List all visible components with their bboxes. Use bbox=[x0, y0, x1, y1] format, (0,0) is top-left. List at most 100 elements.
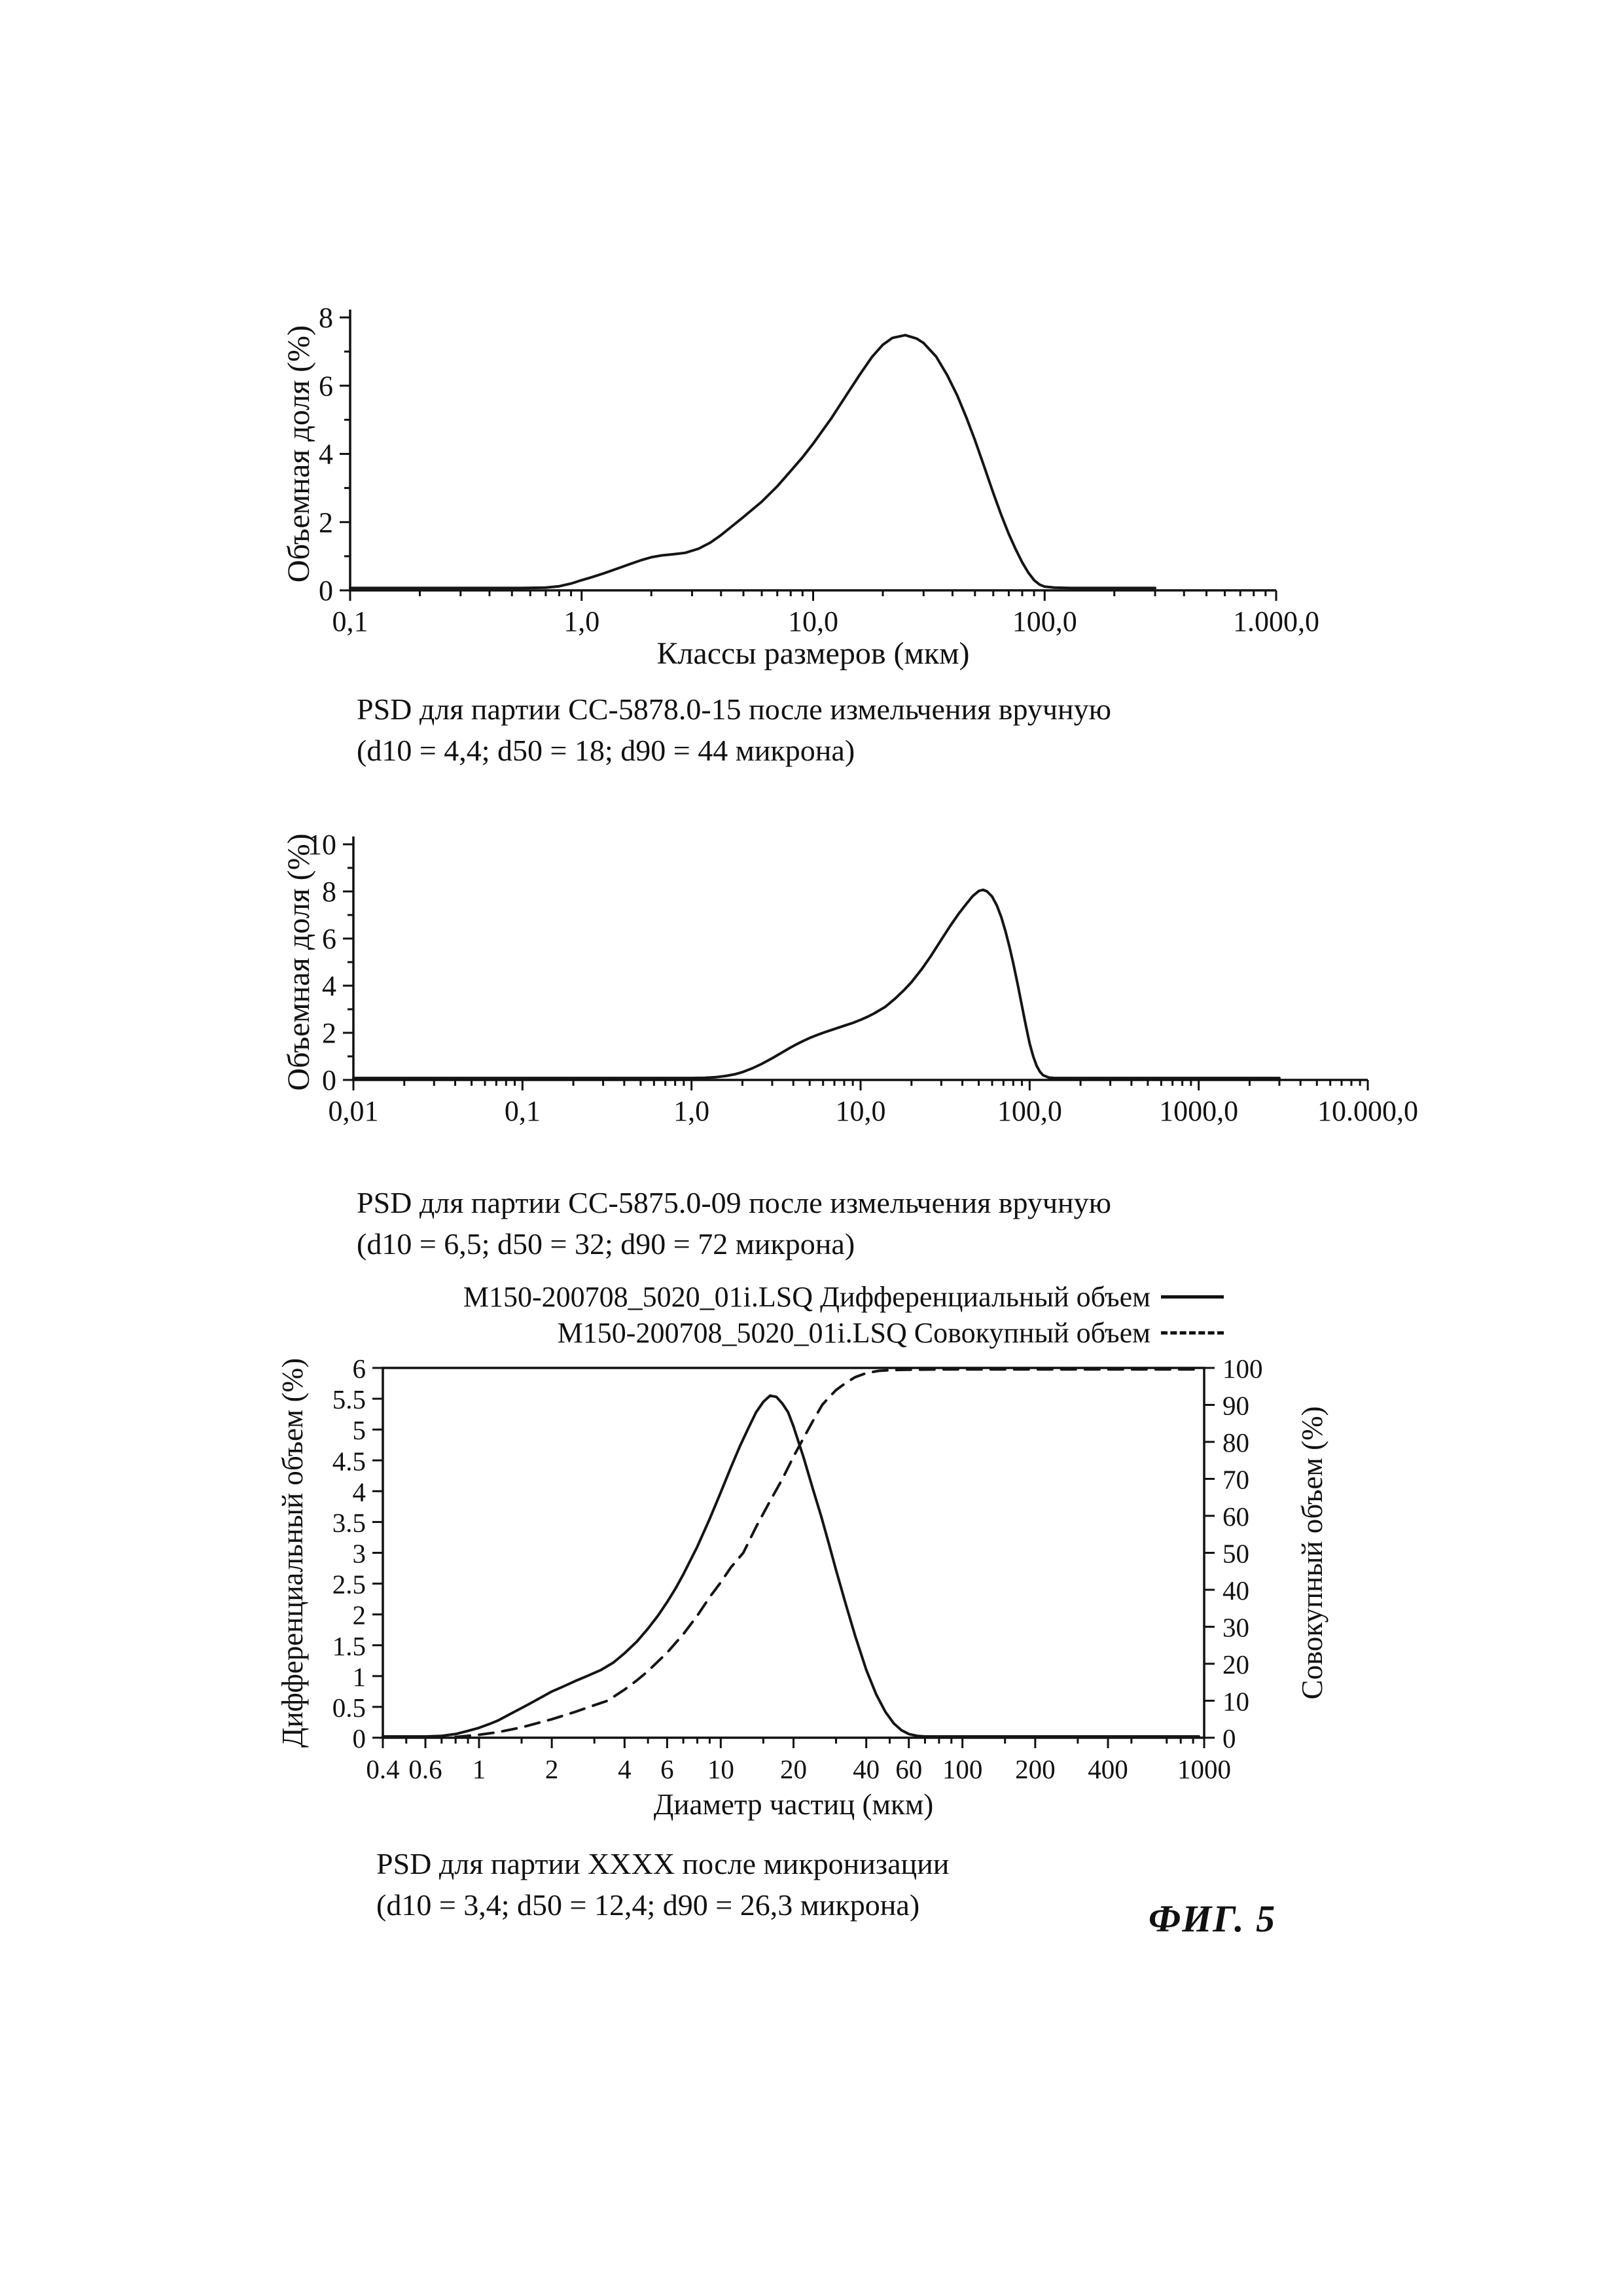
y-axis-title: Объемная доля (%) bbox=[281, 325, 316, 583]
differential-volume-curve bbox=[382, 1394, 1200, 1738]
svg-text:0,01: 0,01 bbox=[329, 1095, 379, 1127]
svg-text:3.5: 3.5 bbox=[332, 1507, 366, 1537]
volume-fraction-curve-1 bbox=[349, 334, 1156, 590]
legend-label-differential: M150-200708_5020_01i.LSQ Дифференциальны… bbox=[463, 1281, 1150, 1313]
figure-number-label: ФИГ. 5 bbox=[1149, 1897, 1277, 1940]
chart3-caption-line1: PSD для партии XXXX после микронизации bbox=[376, 1847, 950, 1880]
svg-text:4.5: 4.5 bbox=[332, 1446, 366, 1476]
svg-text:60: 60 bbox=[1222, 1501, 1249, 1532]
svg-text:10,0: 10,0 bbox=[788, 605, 838, 637]
svg-text:4: 4 bbox=[319, 439, 333, 471]
psd-chart-3: 0.4 0.6 1 2 4 6 10 20 40 60 100 200 400 100000.511.52… bbox=[276, 1354, 1329, 1821]
svg-text:100: 100 bbox=[942, 1754, 983, 1784]
svg-text:1.5: 1.5 bbox=[332, 1631, 366, 1661]
svg-text:0.5: 0.5 bbox=[332, 1693, 366, 1723]
svg-text:1: 1 bbox=[353, 1662, 366, 1692]
y2-axis-title: Совокупный объем (%) bbox=[1296, 1406, 1329, 1699]
svg-text:1,0: 1,0 bbox=[563, 605, 599, 637]
svg-text:200: 200 bbox=[1015, 1754, 1056, 1784]
chart2-caption-line2: (d10 = 6,5; d50 = 32; d90 = 72 микрона) bbox=[357, 1227, 855, 1261]
x-axis-title: Диаметр частиц (мкм) bbox=[654, 1788, 934, 1821]
svg-text:5: 5 bbox=[353, 1415, 366, 1445]
svg-text:8: 8 bbox=[319, 302, 333, 334]
chart2-caption: PSD для партии CC-5875.0-09 после измель… bbox=[357, 1182, 1111, 1265]
svg-text:6: 6 bbox=[353, 1354, 366, 1384]
svg-text:10: 10 bbox=[308, 829, 336, 861]
svg-text:100,0: 100,0 bbox=[1012, 605, 1077, 637]
svg-text:2: 2 bbox=[353, 1600, 366, 1630]
svg-text:1,0: 1,0 bbox=[673, 1095, 709, 1127]
axes bbox=[349, 310, 1276, 592]
svg-text:90: 90 bbox=[1222, 1391, 1249, 1421]
svg-text:2.5: 2.5 bbox=[332, 1570, 366, 1600]
chart3-caption-line2: (d10 = 3,4; d50 = 12,4; d90 = 26,3 микро… bbox=[376, 1888, 920, 1922]
svg-text:0: 0 bbox=[322, 1064, 336, 1096]
tick-marks bbox=[340, 316, 1277, 601]
svg-text:40: 40 bbox=[853, 1754, 880, 1784]
dashed-line-swatch bbox=[1161, 1331, 1224, 1335]
axes bbox=[352, 836, 1368, 1081]
svg-text:6: 6 bbox=[319, 370, 333, 402]
svg-text:1000,0: 1000,0 bbox=[1159, 1095, 1238, 1127]
volume-fraction-curve-2 bbox=[352, 888, 1281, 1080]
svg-text:2: 2 bbox=[319, 507, 333, 539]
svg-text:8: 8 bbox=[322, 876, 336, 908]
svg-text:40: 40 bbox=[1222, 1575, 1249, 1605]
y-axis-title: Дифференциальный объем (%) bbox=[276, 1358, 309, 1748]
svg-text:70: 70 bbox=[1222, 1465, 1249, 1495]
svg-text:3: 3 bbox=[353, 1539, 366, 1569]
tick-labels: 0,1 1,0 10,0 100,0 1.000,0 0 2 4 6 8 bbox=[319, 302, 1319, 637]
svg-text:2: 2 bbox=[322, 1017, 336, 1049]
svg-text:4: 4 bbox=[618, 1754, 632, 1784]
svg-text:60: 60 bbox=[895, 1754, 922, 1784]
tick-labels: 0,01 0,1 1,0 10,0 100,0 1000,0 10.000,0 0 2 4 6 8 10 bbox=[308, 829, 1418, 1127]
psd-chart-2: 0,01 0,1 1,0 10,0 100,0 1000,0 10.000,0 0 2 4 6 8 10… bbox=[281, 829, 1418, 1127]
svg-text:20: 20 bbox=[1222, 1649, 1249, 1679]
svg-text:100,0: 100,0 bbox=[997, 1095, 1062, 1127]
svg-text:1000: 1000 bbox=[1177, 1754, 1231, 1784]
x-axis-title: Классы размеров (мкм) bbox=[656, 636, 969, 671]
svg-text:400: 400 bbox=[1088, 1754, 1128, 1784]
legend-item-differential: M150-200708_5020_01i.LSQ Дифференциальны… bbox=[463, 1280, 1224, 1314]
chart3-legend: M150-200708_5020_01i.LSQ Дифференциальны… bbox=[281, 1280, 1224, 1350]
svg-text:4: 4 bbox=[322, 970, 336, 1002]
svg-text:0,1: 0,1 bbox=[332, 605, 368, 637]
tick-marks bbox=[343, 843, 1369, 1090]
svg-text:30: 30 bbox=[1222, 1613, 1249, 1643]
svg-text:0: 0 bbox=[353, 1723, 366, 1753]
solid-line-swatch bbox=[1161, 1295, 1224, 1299]
svg-text:1.000,0: 1.000,0 bbox=[1233, 605, 1319, 637]
y-axis-title: Объемная доля (%) bbox=[281, 833, 316, 1090]
chart3-caption: PSD для партии XXXX после микронизации (… bbox=[376, 1843, 949, 1926]
chart1-caption-line1: PSD для партии CC-5878.0-15 после измель… bbox=[357, 692, 1111, 726]
svg-text:0.6: 0.6 bbox=[408, 1754, 442, 1784]
svg-text:0: 0 bbox=[319, 575, 333, 607]
svg-text:6: 6 bbox=[660, 1754, 673, 1784]
svg-text:6: 6 bbox=[322, 923, 336, 955]
svg-text:80: 80 bbox=[1222, 1427, 1249, 1458]
chart2-caption-line1: PSD для партии CC-5875.0-09 после измель… bbox=[357, 1186, 1111, 1219]
cumulative-volume-curve bbox=[454, 1368, 1200, 1738]
svg-text:0.4: 0.4 bbox=[366, 1754, 399, 1784]
tick-marks bbox=[372, 1367, 1215, 1748]
svg-text:100: 100 bbox=[1222, 1354, 1263, 1384]
svg-text:4: 4 bbox=[353, 1477, 366, 1507]
svg-text:10: 10 bbox=[707, 1754, 734, 1784]
tick-labels: 0.4 0.6 1 2 4 6 10 20 40 60 100 200 400 100000.511.52… bbox=[332, 1354, 1263, 1784]
svg-text:10,0: 10,0 bbox=[836, 1095, 886, 1127]
svg-text:10: 10 bbox=[1222, 1687, 1249, 1717]
svg-text:0: 0 bbox=[1222, 1723, 1236, 1753]
svg-text:0,1: 0,1 bbox=[505, 1095, 541, 1127]
svg-text:1: 1 bbox=[473, 1754, 486, 1784]
chart1-caption: PSD для партии CC-5878.0-15 после измель… bbox=[357, 689, 1111, 772]
svg-text:20: 20 bbox=[780, 1754, 807, 1784]
legend-item-cumulative: M150-200708_5020_01i.LSQ Совокупный объе… bbox=[558, 1316, 1224, 1350]
svg-text:2: 2 bbox=[545, 1754, 559, 1784]
svg-text:5.5: 5.5 bbox=[332, 1384, 366, 1414]
svg-text:10.000,0: 10.000,0 bbox=[1317, 1095, 1418, 1127]
psd-chart-1: 0,1 1,0 10,0 100,0 1.000,0 0 2 4 6 8 Классы размер… bbox=[281, 302, 1319, 671]
svg-text:50: 50 bbox=[1222, 1539, 1249, 1569]
legend-label-cumulative: M150-200708_5020_01i.LSQ Совокупный объе… bbox=[557, 1317, 1150, 1349]
chart1-caption-line2: (d10 = 4,4; d50 = 18; d90 = 44 микрона) bbox=[357, 734, 855, 768]
